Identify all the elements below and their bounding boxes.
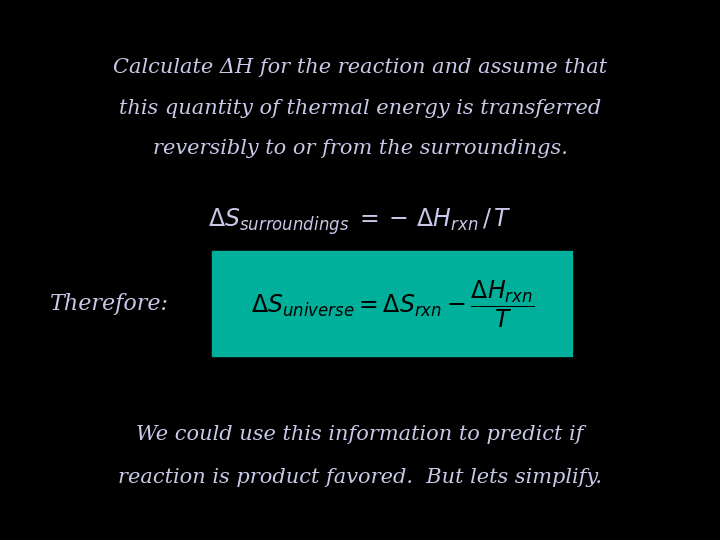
Text: $\Delta S_{\mathit{surroundings}}\; = -\,\Delta H_{\mathit{rxn}}\,/\,T$: $\Delta S_{\mathit{surroundings}}\; = -\… <box>208 206 512 237</box>
Text: this quantity of thermal energy is transferred: this quantity of thermal energy is trans… <box>119 98 601 118</box>
Text: We could use this information to predict if: We could use this information to predict… <box>136 425 584 444</box>
Text: reversibly to or from the surroundings.: reversibly to or from the surroundings. <box>153 139 567 158</box>
Text: Therefore:: Therefore: <box>50 293 169 315</box>
Text: $\Delta S_{\mathit{universe}} = \Delta S_{\mathit{rxn}} - \dfrac{\Delta H_{\math: $\Delta S_{\mathit{universe}} = \Delta S… <box>251 278 534 330</box>
Text: Calculate ΔH for the reaction and assume that: Calculate ΔH for the reaction and assume… <box>113 58 607 77</box>
FancyBboxPatch shape <box>212 251 572 356</box>
Text: reaction is product favored.  But lets simplify.: reaction is product favored. But lets si… <box>118 468 602 488</box>
